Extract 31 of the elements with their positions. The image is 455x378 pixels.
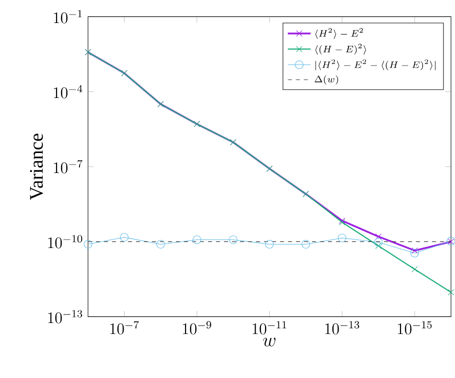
point [84,240,92,249]
point [302,240,310,249]
legend-label: $\Delta(w)$ [314,75,338,85]
point [120,233,129,242]
point [375,233,382,240]
point [338,234,346,242]
point [375,242,382,249]
point [374,238,383,247]
legend-label: $|\langle H^2\rangle - E^2 - \langle (H-E)^2\rangle|$ [315,59,436,70]
x-tick-label: $10^{-15}$ [398,321,432,334]
y-tick-label: $10^{-13}$ [48,310,82,324]
point [228,235,238,244]
y-axis-title: Variance [30,134,43,200]
legend-label: $\langle H^2\rangle - E^2$ [315,28,363,39]
x-tick-label: $10^{-7}$ [110,321,139,334]
point [265,240,274,249]
point [448,289,454,296]
point [156,240,165,249]
point [412,248,418,254]
point [192,235,202,244]
x-tick-label: $10^{-13}$ [325,321,360,334]
x-tick-label: $10^{-11}$ [252,321,286,334]
point [412,266,418,272]
x-tick-label: $10^{-9}$ [182,321,212,334]
x-axis-title: $w$ [263,338,276,346]
y-tick-label: $10^{-10}$ [48,235,82,248]
y-tick-label: $10^{-4}$ [54,85,82,98]
legend-label: $\langle (H-E)^2\rangle$ [315,44,366,55]
y-tick-label: $10^{-7}$ [54,160,82,174]
y-tick-label: $10^{-1}$ [54,10,82,24]
point [410,248,419,258]
